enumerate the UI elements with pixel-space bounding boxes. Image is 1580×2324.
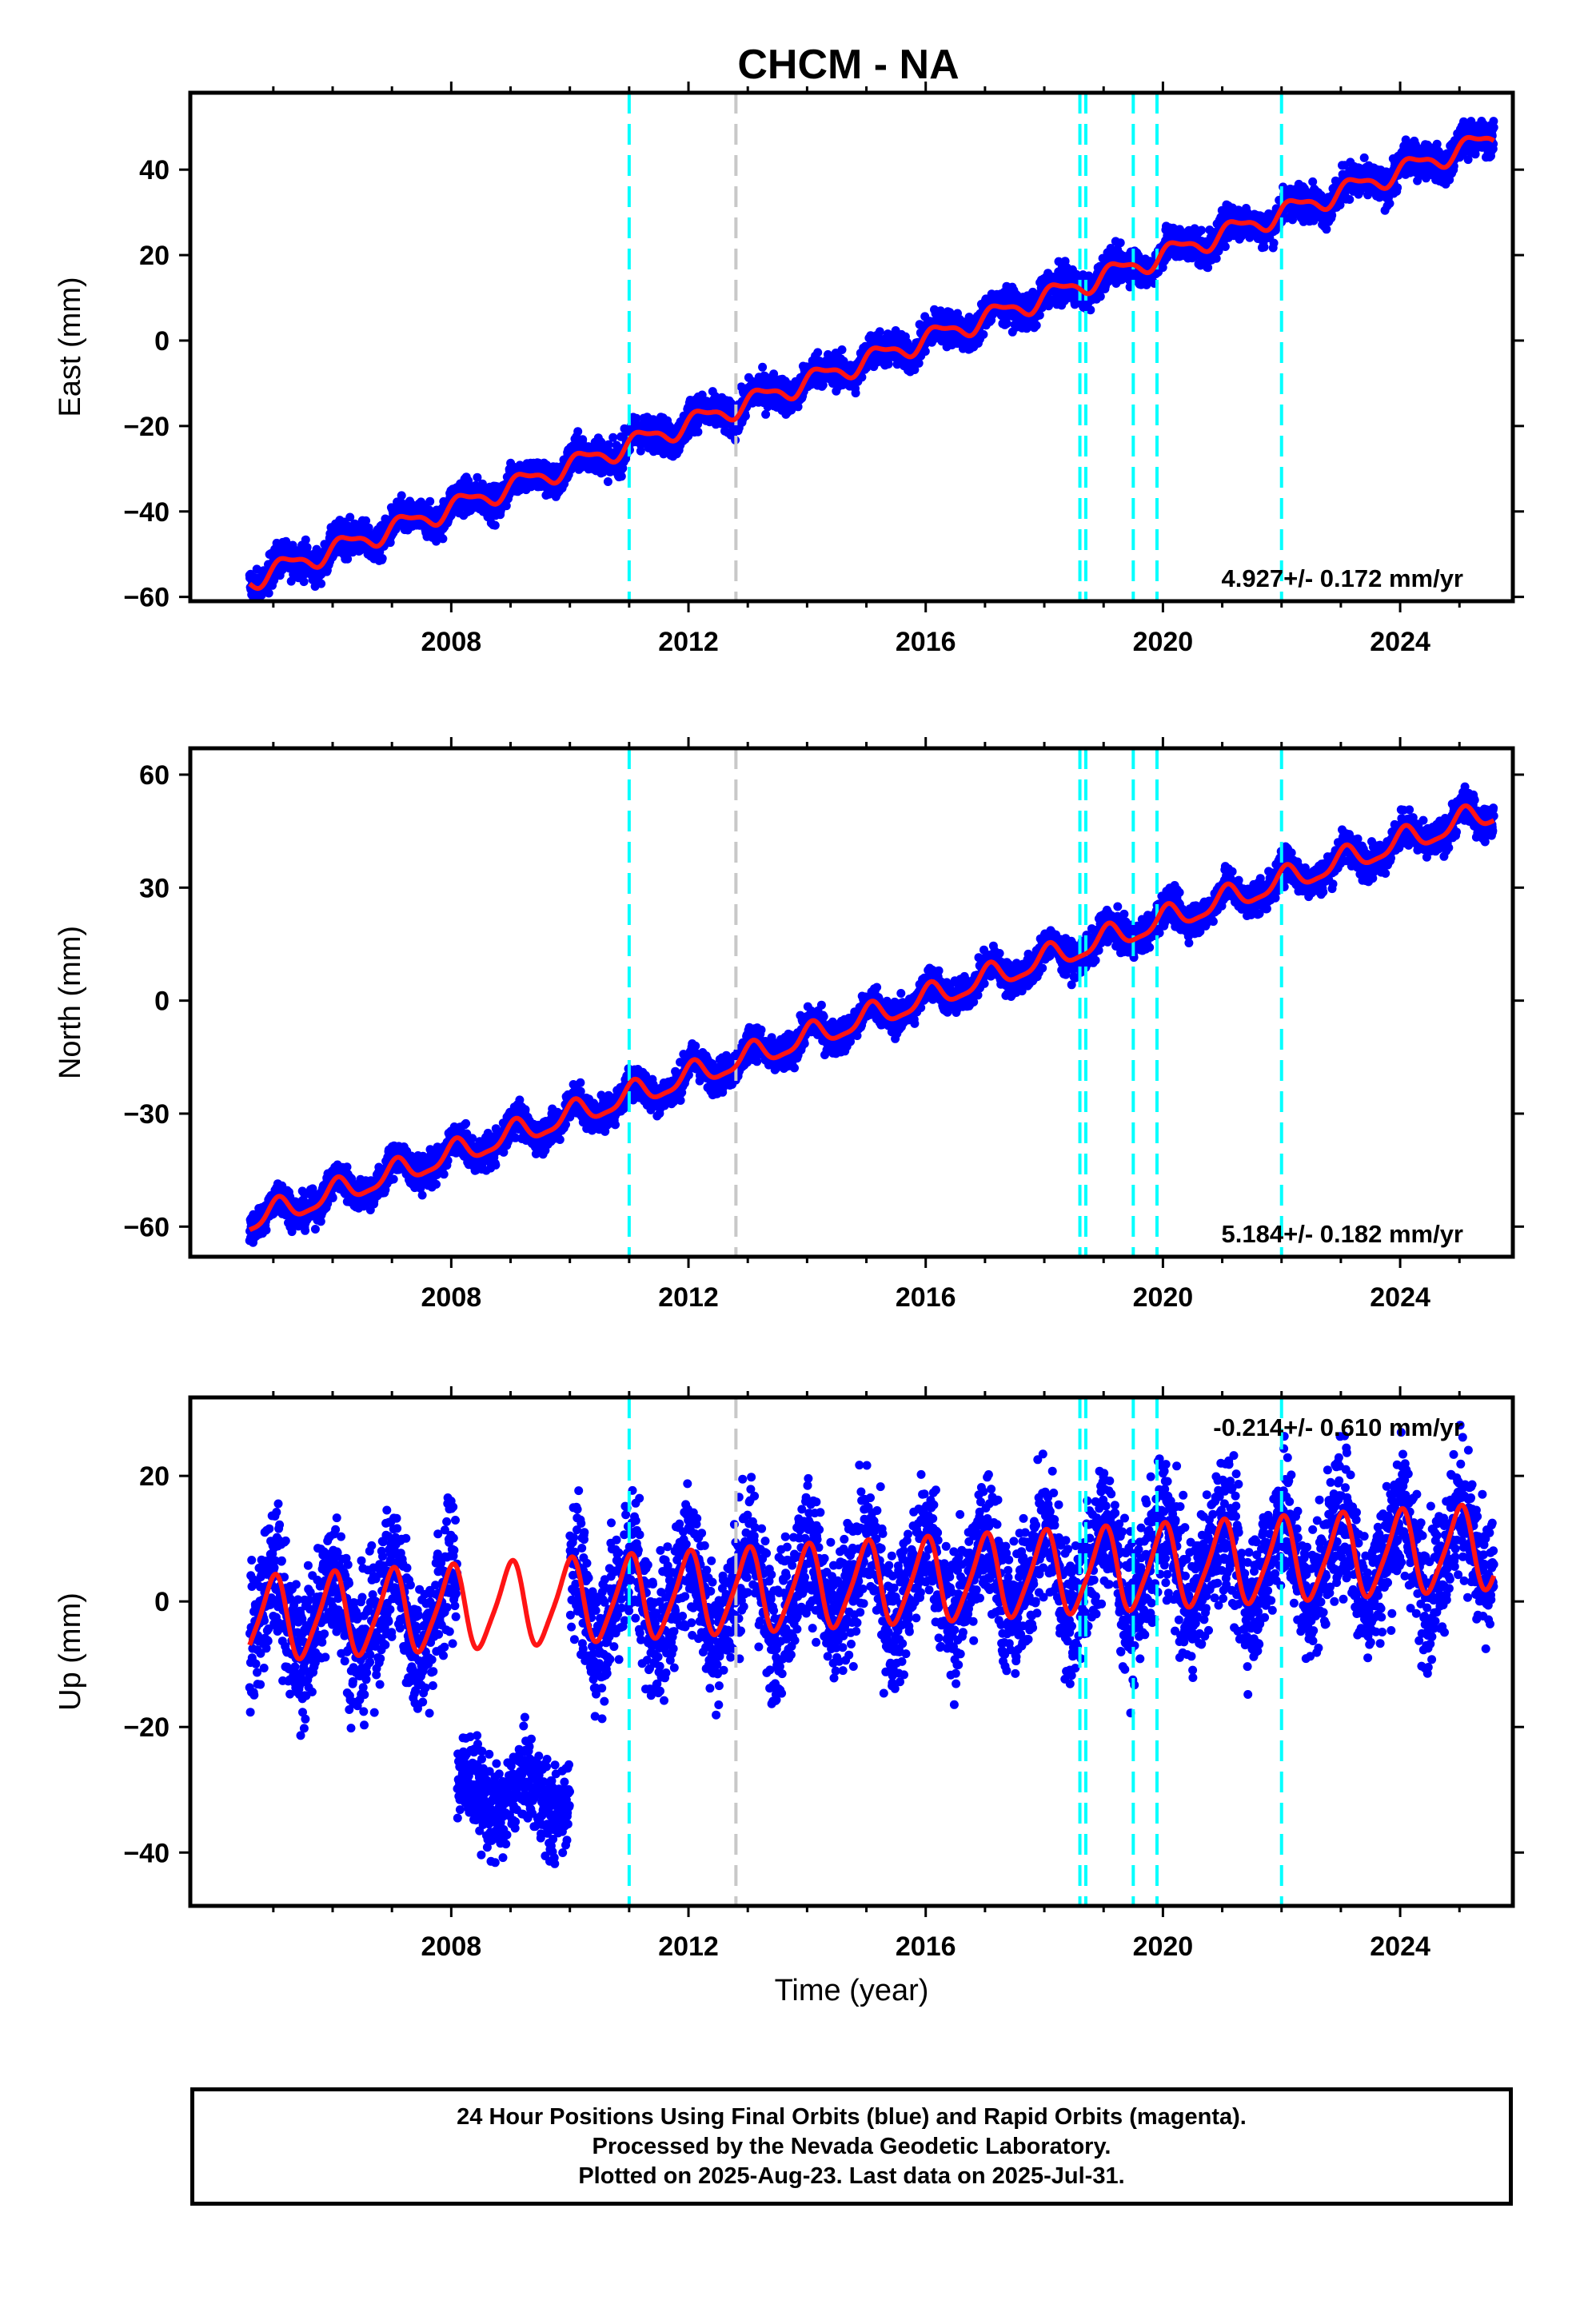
data-point [301,535,310,544]
data-point [1220,242,1230,251]
data-point [875,327,884,337]
data-point [920,347,930,356]
data-point [1359,153,1369,162]
data-point [578,435,588,444]
data-point [364,523,373,532]
data-points [245,117,1498,615]
data-point [501,501,511,511]
data-point [361,516,371,525]
data-point [1035,310,1044,320]
data-point [1322,225,1331,234]
data-point [397,491,406,500]
data-point [598,468,608,477]
data-point [813,348,823,357]
data-point [286,576,296,586]
data-point [473,472,482,482]
data-point [1393,183,1402,193]
data-point [1327,210,1337,220]
data-point [573,427,583,436]
data-point [603,477,612,486]
data-point [758,362,768,372]
data-point [761,409,771,419]
data-point [837,345,847,354]
data-point [1095,292,1105,301]
data-point [1470,149,1480,159]
data-point [252,564,261,574]
data-point [438,534,448,544]
data-point [1259,242,1269,252]
data-point [1345,195,1355,204]
chart-title: CHCM - NA [737,42,959,88]
data-point [914,358,924,368]
data-point [851,389,860,398]
data-point [979,329,988,339]
data-point [632,413,641,423]
data-point [425,496,435,506]
data-point [1115,238,1125,248]
data-point [345,512,355,522]
data-point [302,543,312,552]
data-point [317,579,326,588]
data-point [343,554,353,564]
data-point [255,606,264,615]
data-point [693,427,703,436]
data-point [604,440,613,449]
data-point [1197,225,1206,235]
data-point [377,554,387,563]
data-point [1031,321,1041,330]
data-point [1269,238,1279,248]
data-point [608,433,618,442]
data-point [264,588,273,598]
data-point [616,472,626,481]
data-point [1385,199,1394,208]
plot-area [245,93,1498,615]
data-point [299,577,309,587]
data-point [490,520,500,530]
